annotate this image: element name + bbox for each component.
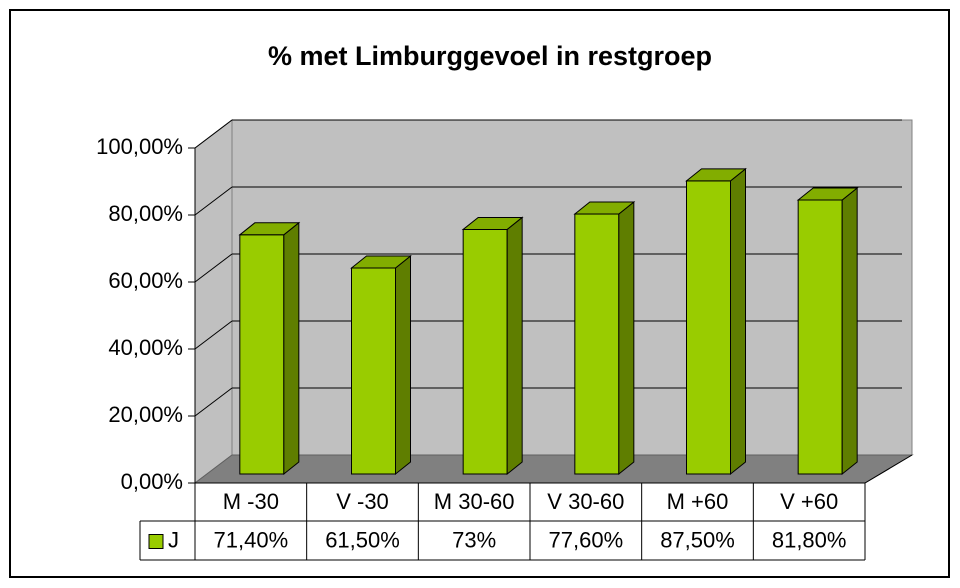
- x-tick-label: M 30-60: [434, 489, 515, 514]
- bar-side: [283, 221, 300, 476]
- bar-top: [796, 187, 859, 201]
- bar-front: [239, 234, 285, 475]
- data-label: 73%: [452, 527, 496, 552]
- chart-title: % met Limburggevoel in restgroep: [268, 41, 712, 71]
- bar-top: [685, 168, 747, 182]
- data-label: 77,60%: [549, 527, 624, 552]
- legend-key: [148, 534, 164, 549]
- bar-top: [350, 255, 412, 269]
- y-tick-label: 80,00%: [108, 201, 183, 226]
- x-tick-label: V -30: [336, 489, 389, 514]
- side-wall: [194, 118, 233, 485]
- bar-side: [841, 186, 858, 476]
- grid-line: [194, 387, 233, 417]
- bar-front: [686, 180, 731, 475]
- x-tick-label: M +60: [667, 489, 729, 514]
- bar-front: [462, 228, 508, 475]
- y-tick-label: 0,00%: [121, 469, 183, 494]
- bar-front: [797, 199, 843, 475]
- bar-side: [618, 200, 635, 476]
- data-label: 61,50%: [325, 527, 400, 552]
- x-tick-label: V 30-60: [547, 489, 624, 514]
- grid-line: [194, 119, 233, 149]
- legend-label: J: [168, 527, 179, 552]
- data-label: 71,40%: [214, 527, 289, 552]
- x-tick-label: M -30: [223, 489, 279, 514]
- bar-top: [573, 201, 636, 215]
- y-tick-label: 20,00%: [108, 402, 183, 427]
- bar-front: [574, 213, 620, 475]
- bar-side: [395, 254, 411, 476]
- bar-front: [351, 267, 396, 475]
- bar-side: [730, 167, 746, 476]
- x-tick-label: V +60: [780, 489, 838, 514]
- y-tick-label: 60,00%: [108, 268, 183, 293]
- grid-line: [194, 320, 233, 350]
- bar-top: [238, 222, 301, 236]
- bar-top: [461, 216, 524, 230]
- y-tick-label: 100,00%: [96, 134, 183, 159]
- grid-line: [194, 253, 233, 283]
- data-label: 87,50%: [660, 527, 735, 552]
- grid-line: [194, 186, 233, 216]
- bar-side: [506, 216, 523, 476]
- floor-edge: [864, 454, 913, 484]
- y-tick-label: 40,00%: [108, 335, 183, 360]
- data-label: 81,80%: [772, 527, 847, 552]
